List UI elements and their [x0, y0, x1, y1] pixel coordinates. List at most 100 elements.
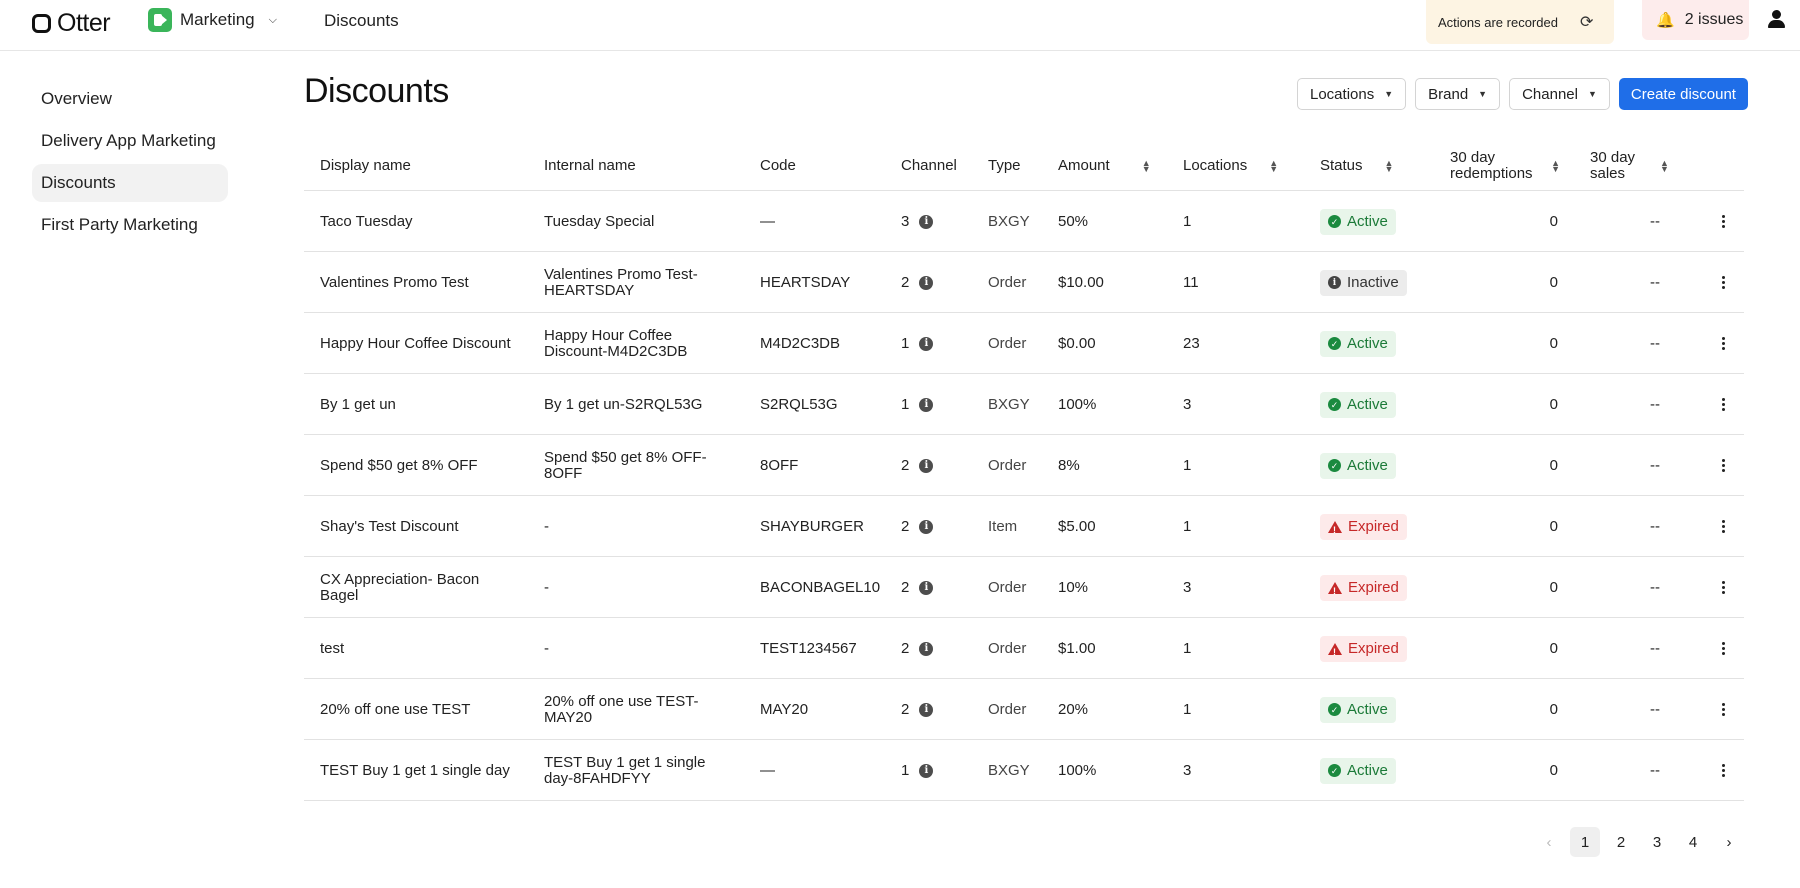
info-icon[interactable]: i [919, 641, 934, 656]
page-4[interactable]: 4 [1688, 833, 1698, 851]
table-row[interactable]: Spend $50 get 8% OFF Spend $50 get 8% OFF… [304, 435, 1744, 496]
type-value: Order [988, 273, 1027, 291]
cell-internal: TEST Buy 1 get 1 single day-8FAHDFYY [544, 740, 714, 801]
code-value: M4D2C3DB [760, 334, 841, 352]
cell-amount: 50% [1058, 191, 1158, 252]
sidebar-item-overview[interactable]: Overview [41, 89, 112, 108]
user-icon[interactable] [1767, 9, 1787, 29]
locations-filter[interactable]: Locations ▼ [1297, 78, 1407, 110]
header-status[interactable]: Status ▲ ▼ [1320, 140, 1393, 191]
cell-type: BXGY [988, 374, 1048, 435]
channel-filter[interactable]: Channel ▼ [1509, 78, 1610, 110]
table-row[interactable]: test - TEST1234567 2i Order $1.00 1 Expired 0 -- [304, 618, 1744, 679]
internal-value: Tuesday Special [544, 212, 655, 230]
amount-value: $1.00 [1058, 639, 1096, 657]
header-amount[interactable]: Amount ▲ ▼ [1058, 140, 1151, 191]
display-value: Happy Hour Coffee Discount [320, 334, 511, 352]
kebab-menu-icon[interactable] [1722, 581, 1725, 594]
header-redemptions[interactable]: 30 day redemptions ▲ ▼ [1450, 140, 1560, 191]
cell-redemptions: 0 [1450, 679, 1558, 740]
refresh-icon[interactable]: ⟳ [1579, 14, 1594, 31]
kebab-menu-icon[interactable] [1722, 764, 1725, 777]
table-row[interactable]: By 1 get un By 1 get un-S2RQL53G S2RQL53G 1… [304, 374, 1744, 435]
info-icon[interactable]: i [919, 336, 934, 351]
code-value: BACONBAGEL10 [760, 578, 881, 596]
table-row[interactable]: 20% off one use TEST 20% off one use TEST… [304, 679, 1744, 740]
cell-code: TEST1234567 [760, 618, 890, 679]
otter-logo[interactable]: Otter [32, 9, 111, 38]
create-discount-button[interactable]: Create discount [1618, 78, 1748, 110]
status-label: Active [1347, 395, 1388, 413]
cell-locations: 1 [1183, 679, 1263, 740]
sort-icon[interactable]: ▲ ▼ [1551, 157, 1560, 174]
cell-code: — [760, 191, 890, 252]
sidebar-item-first-party-marketing[interactable]: First Party Marketing [41, 215, 198, 234]
type-value: Item [988, 517, 1018, 535]
locations-value: 3 [1183, 395, 1192, 413]
cell-internal: Spend $50 get 8% OFF-8OFF [544, 435, 714, 496]
locations-value: 3 [1183, 761, 1192, 779]
actions-recorded-banner[interactable]: Actions are recorded ⟳ [1426, 0, 1614, 44]
app-switcher[interactable]: Marketing ⌵ [148, 8, 277, 32]
kebab-menu-icon[interactable] [1722, 276, 1725, 289]
info-icon[interactable]: i [919, 580, 934, 595]
status-label: Active [1347, 334, 1388, 352]
info-icon[interactable]: i [919, 763, 934, 778]
kebab-menu-icon[interactable] [1722, 459, 1725, 472]
check-circle-icon: ✓ [1328, 703, 1341, 716]
cell-display: Valentines Promo Test [320, 252, 520, 313]
brand-filter[interactable]: Brand ▼ [1415, 78, 1501, 110]
header-locations[interactable]: Locations ▲ ▼ [1183, 140, 1278, 191]
cell-internal: Tuesday Special [544, 191, 714, 252]
cell-internal: 20% off one use TEST-MAY20 [544, 679, 714, 740]
kebab-menu-icon[interactable] [1722, 703, 1725, 716]
cell-internal: Happy Hour Coffee Discount-M4D2C3DB [544, 313, 714, 374]
sort-icon[interactable]: ▲ ▼ [1660, 157, 1669, 174]
table-row[interactable]: TEST Buy 1 get 1 single day TEST Buy 1 ge… [304, 740, 1744, 801]
cell-sales: -- [1650, 435, 1680, 496]
cell-sales: -- [1650, 374, 1680, 435]
cell-status: ✓ Active [1320, 191, 1440, 252]
table-row[interactable]: CX Appreciation- Bacon Bagel - BACONBAGEL1… [304, 557, 1744, 618]
redemptions-value: 0 [1549, 517, 1558, 535]
table-row[interactable]: Taco Tuesday Tuesday Special — 3 i BXGY 50% 1 ✓ A… [304, 191, 1744, 252]
amount-value: 100% [1058, 761, 1097, 779]
kebab-menu-icon[interactable] [1722, 215, 1725, 228]
page-3[interactable]: 3 [1652, 833, 1662, 851]
internal-value: By 1 get un-S2RQL53G [544, 395, 703, 413]
locations-value: 11 [1183, 273, 1199, 291]
info-icon[interactable]: i [919, 214, 934, 229]
kebab-menu-icon[interactable] [1722, 337, 1725, 350]
issues-button[interactable]: 🔔 2 issues [1642, 0, 1749, 40]
cell-code: — [760, 740, 890, 801]
info-icon[interactable]: i [919, 519, 934, 534]
page-2[interactable]: 2 [1616, 833, 1626, 851]
cell-redemptions: 0 [1450, 313, 1558, 374]
kebab-menu-icon[interactable] [1722, 398, 1725, 411]
info-icon[interactable]: i [919, 702, 934, 717]
info-icon[interactable]: i [919, 397, 934, 412]
table-row[interactable]: Valentines Promo Test Valentines Promo Te… [304, 252, 1744, 313]
channel-filter-label: Channel [1522, 85, 1578, 103]
kebab-menu-icon[interactable] [1722, 520, 1725, 533]
table-row[interactable]: Happy Hour Coffee Discount Happy Hour Cof… [304, 313, 1744, 374]
internal-value: Valentines Promo Test-HEARTSDAY [544, 265, 698, 299]
header-sales[interactable]: 30 day sales ▲ ▼ [1590, 140, 1680, 191]
kebab-menu-icon[interactable] [1722, 642, 1725, 655]
previous-page-icon[interactable]: ‹ [1546, 833, 1552, 851]
sort-icon[interactable]: ▲ ▼ [1384, 157, 1394, 174]
sort-icon[interactable]: ▲ ▼ [1269, 157, 1279, 174]
next-page-icon[interactable]: › [1726, 833, 1732, 851]
sidebar-item-delivery-app-marketing[interactable]: Delivery App Marketing [41, 131, 216, 150]
info-icon[interactable]: i [919, 275, 934, 290]
sidebar-item-discounts[interactable]: Discounts [32, 164, 228, 202]
info-icon[interactable]: i [919, 458, 934, 473]
table-row[interactable]: Shay's Test Discount - SHAYBURGER 2 i Item $5.… [304, 496, 1744, 557]
page-1[interactable]: 1 [1570, 827, 1600, 857]
breadcrumb: Discounts [324, 11, 399, 30]
redemptions-value: 0 [1549, 761, 1558, 779]
sort-icon[interactable]: ▲ ▼ [1141, 157, 1151, 174]
cell-type: BXGY [988, 191, 1048, 252]
logo-text: Otter [57, 9, 111, 37]
